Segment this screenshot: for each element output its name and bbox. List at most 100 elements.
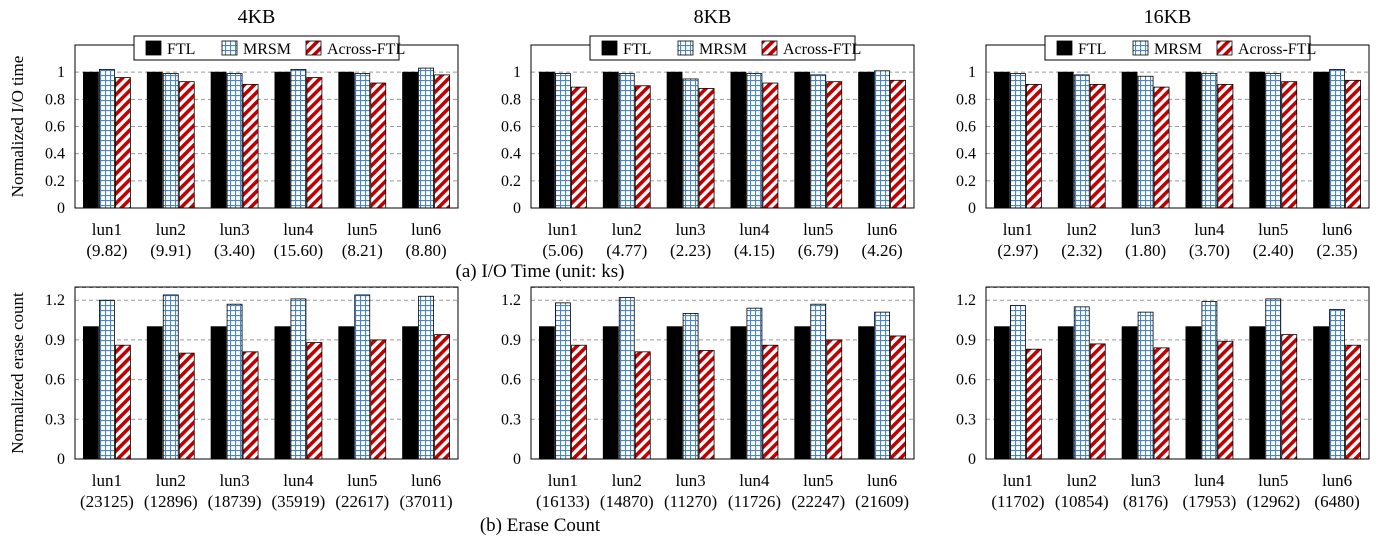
- bar-across-ftl-lun5: [1281, 81, 1298, 209]
- legend-swatch-across-ftl: [305, 40, 322, 56]
- x-tick-sublabel: (22617): [335, 492, 389, 511]
- bar-mrsm-lun2: [162, 73, 179, 209]
- legend-swatch-ftl: [1056, 40, 1073, 56]
- x-tick-sublabel: (6.79): [798, 241, 839, 260]
- bar-mrsm-lun1: [555, 73, 571, 209]
- x-tick-label: lun2: [612, 471, 642, 490]
- bar-across-ftl-lun1: [571, 86, 587, 209]
- y-tick-label: 0.6: [501, 372, 521, 389]
- bar-mrsm-lun4: [746, 73, 763, 209]
- legend-swatch-across-ftl: [1216, 40, 1233, 56]
- x-tick-sublabel: (17953): [1183, 492, 1237, 511]
- chart-panel-5: 0 0.3 0.6 0.9 1.2 lun1 (16133) lun2 (14870) lun3 (…: [501, 286, 915, 511]
- bar-across-ftl-lun3: [698, 88, 715, 209]
- bar-across-ftl-lun2: [634, 351, 651, 460]
- y-tick-label: 0: [513, 451, 521, 468]
- bar-mrsm-lun2: [618, 73, 635, 209]
- bar-ftl-lun6: [402, 71, 418, 209]
- bar-across-ftl-lun3: [242, 83, 259, 209]
- bar-across-ftl-lun3: [1153, 347, 1170, 460]
- bar-across-ftl-lun4: [762, 82, 779, 209]
- legend-swatch-mrsm: [221, 40, 238, 56]
- x-tick-label: lun6: [867, 471, 897, 490]
- bar-across-ftl-lun6: [434, 74, 450, 209]
- bar-mrsm-lun4: [1201, 73, 1218, 209]
- bar-ftl-lun3: [666, 326, 683, 460]
- caption-erase-count: (b) Erase Count: [480, 515, 601, 536]
- x-tick-label: lun2: [1067, 220, 1097, 239]
- bar-mrsm-lun3: [1137, 75, 1154, 209]
- x-tick-label: lun4: [1194, 220, 1225, 239]
- bar-mrsm-lun6: [1329, 309, 1345, 460]
- y-tick-label: 0.2: [956, 173, 976, 190]
- x-tick-sublabel: (5.06): [542, 241, 583, 260]
- bar-ftl-lun3: [666, 71, 683, 209]
- legend: FTL MRSM Across-FTL: [1044, 35, 1316, 61]
- x-tick-sublabel: (1.80): [1125, 241, 1166, 260]
- x-tick-label: lun1: [1003, 471, 1033, 490]
- bar-across-ftl-lun5: [1281, 334, 1298, 460]
- bar-across-ftl-lun1: [1026, 348, 1042, 460]
- bar-mrsm-lun6: [874, 311, 890, 460]
- caption-io-time: (a) I/O Time (unit: ks): [456, 261, 625, 282]
- x-tick-sublabel: (18739): [208, 492, 262, 511]
- x-tick-label: lun5: [347, 471, 377, 490]
- y-tick-label: 0.6: [45, 372, 65, 389]
- chart-panel-6: 0 0.3 0.6 0.9 1.2 lun1 (11702) lun2 (10854) lun3 (…: [956, 286, 1370, 511]
- bar-mrsm-lun6: [874, 70, 890, 209]
- bar-ftl-lun4: [274, 326, 291, 460]
- bar-across-ftl-lun2: [634, 85, 651, 209]
- legend-box: [589, 35, 856, 61]
- bar-across-ftl-lun2: [178, 352, 195, 460]
- chart-title: 8KB: [694, 6, 732, 28]
- bar-across-ftl-lun6: [434, 334, 450, 460]
- y-tick-label: 0.4: [45, 146, 65, 163]
- bar-across-ftl-lun1: [571, 344, 587, 460]
- legend-label-ftl: FTL: [1078, 41, 1106, 58]
- legend-label-across-ftl: Across-FTL: [327, 41, 405, 58]
- bar-ftl-lun2: [146, 326, 163, 460]
- x-tick-sublabel: (23125): [80, 492, 134, 511]
- bar-ftl-lun3: [1121, 326, 1138, 460]
- bar-mrsm-lun5: [354, 73, 371, 209]
- x-tick-label: lun6: [411, 220, 441, 239]
- bar-across-ftl-lun3: [242, 351, 259, 460]
- bar-ftl-lun3: [210, 71, 227, 209]
- x-tick-sublabel: (22247): [791, 492, 845, 511]
- chart-panel-2: 0 0.2 0.4 0.6 0.8 1 lun1 (5.06) lun2 (4.77) lun3 (2…: [501, 6, 915, 260]
- bar-across-ftl-lun4: [306, 77, 323, 209]
- bar-ftl-lun5: [338, 326, 355, 460]
- bar-ftl-lun6: [858, 326, 874, 460]
- y-tick-label: 1: [57, 64, 65, 81]
- chart-title: 16KB: [1144, 6, 1192, 28]
- y-tick-label: 0: [57, 451, 65, 468]
- legend: FTL MRSM Across-FTL: [589, 35, 861, 61]
- bar-ftl-lun4: [274, 71, 291, 209]
- bar-across-ftl-lun5: [370, 82, 387, 209]
- x-tick-label: lun5: [1258, 220, 1288, 239]
- legend-box: [1044, 35, 1311, 61]
- x-tick-label: lun2: [612, 220, 642, 239]
- legend: FTL MRSM Across-FTL: [133, 35, 405, 61]
- plot-frame: [74, 286, 459, 460]
- y-tick-label: 0.6: [45, 119, 65, 136]
- x-tick-sublabel: (3.70): [1189, 241, 1230, 260]
- x-tick-label: lun3: [219, 471, 249, 490]
- x-tick-sublabel: (11702): [991, 492, 1044, 511]
- y-tick-label: 0: [968, 200, 976, 217]
- bar-mrsm-lun2: [618, 297, 635, 460]
- x-tick-label: lun1: [92, 471, 122, 490]
- y-axis-label: Normalized erase count: [8, 292, 27, 454]
- bar-ftl-lun3: [1121, 71, 1138, 209]
- y-tick-label: 0.8: [956, 91, 976, 108]
- x-tick-label: lun6: [411, 471, 441, 490]
- bar-across-ftl-lun4: [1217, 340, 1234, 460]
- bar-across-ftl-lun2: [1089, 83, 1106, 209]
- bar-mrsm-lun6: [1329, 69, 1345, 209]
- bar-ftl-lun4: [1185, 71, 1202, 209]
- x-tick-sublabel: (6480): [1314, 492, 1359, 511]
- bar-ftl-lun1: [83, 71, 99, 209]
- y-tick-label: 0.9: [956, 332, 976, 349]
- plot-frame: [985, 286, 1370, 460]
- bar-mrsm-lun1: [99, 299, 115, 460]
